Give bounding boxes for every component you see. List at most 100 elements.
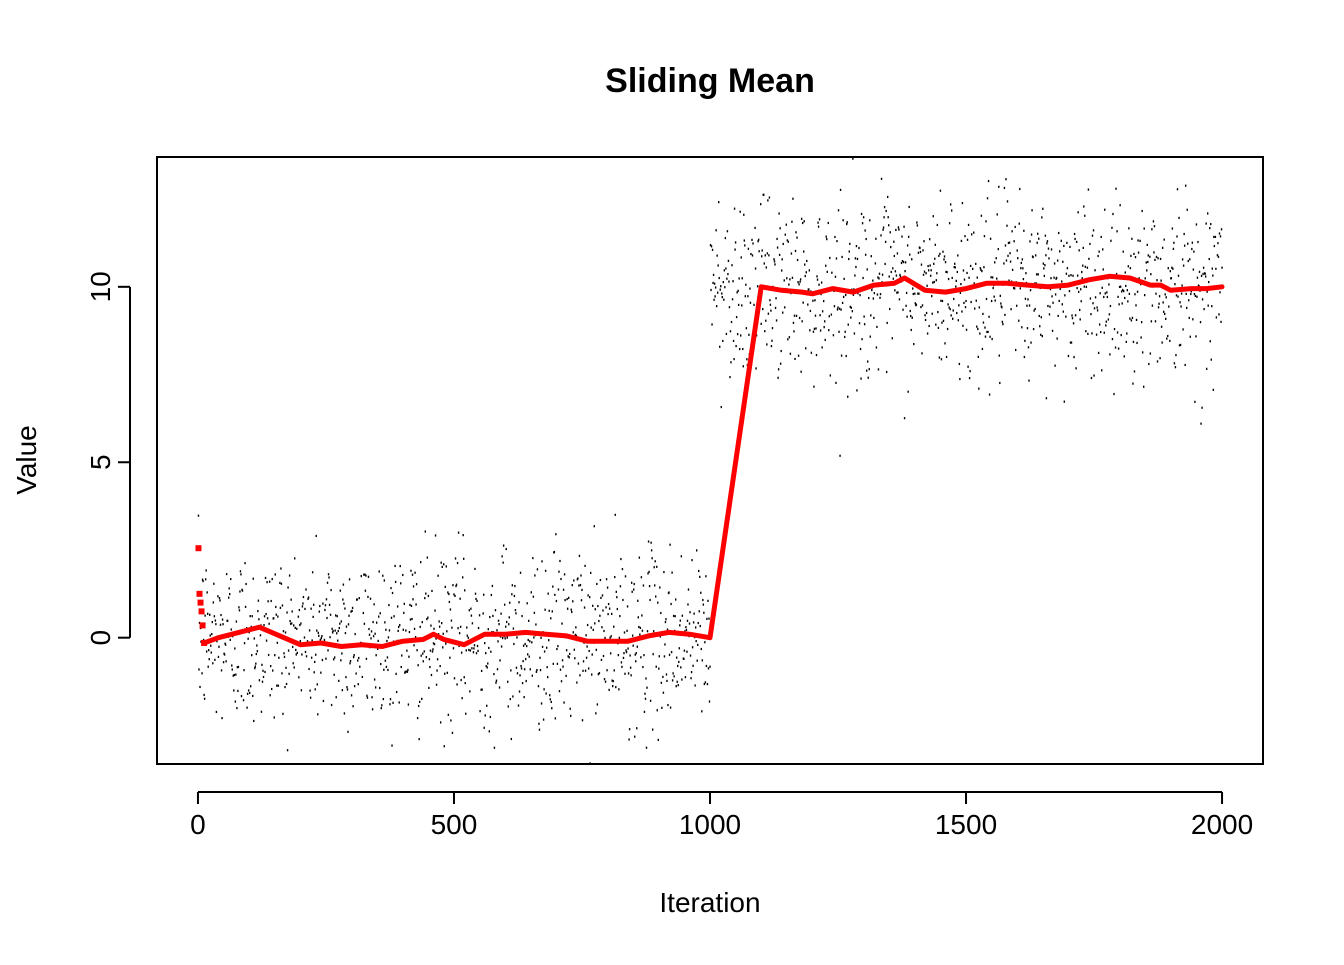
raw-data-point <box>623 652 625 655</box>
raw-data-point <box>296 627 298 630</box>
raw-data-point <box>1043 274 1046 277</box>
raw-data-point <box>236 707 238 710</box>
raw-data-point <box>1087 188 1090 191</box>
raw-data-point <box>1141 209 1143 213</box>
raw-data-point <box>757 238 760 241</box>
raw-data-point <box>979 267 982 270</box>
raw-data-point <box>326 616 328 620</box>
raw-data-point <box>559 559 561 563</box>
raw-data-point <box>625 651 628 654</box>
raw-data-point <box>249 615 251 618</box>
raw-data-point <box>907 235 910 238</box>
raw-data-point <box>305 655 308 658</box>
raw-data-point <box>492 614 494 618</box>
raw-data-point <box>960 283 962 286</box>
raw-data-point <box>1040 316 1042 319</box>
raw-data-point <box>311 639 313 642</box>
raw-data-point <box>1155 255 1158 259</box>
raw-data-point <box>1002 323 1004 326</box>
raw-data-point <box>733 357 735 361</box>
raw-data-point <box>336 632 338 635</box>
raw-data-point <box>582 660 585 663</box>
raw-data-point <box>1070 341 1073 344</box>
raw-data-point <box>789 278 791 281</box>
raw-data-point <box>230 628 232 631</box>
raw-data-point <box>437 574 439 577</box>
raw-data-point <box>245 582 247 586</box>
raw-data-point <box>1132 340 1135 343</box>
raw-data-point <box>819 314 821 317</box>
raw-data-point <box>868 296 870 300</box>
raw-data-point <box>507 680 509 683</box>
raw-data-point <box>865 237 867 241</box>
raw-data-point <box>698 569 700 573</box>
raw-data-point <box>1035 273 1038 276</box>
raw-data-point <box>1040 333 1042 336</box>
raw-data-point <box>809 309 812 313</box>
raw-data-point <box>444 672 446 675</box>
raw-data-point <box>1044 264 1046 267</box>
raw-data-point <box>328 576 330 579</box>
raw-data-point <box>968 276 970 279</box>
raw-data-point <box>569 652 571 655</box>
raw-data-point <box>1072 322 1075 325</box>
raw-data-point <box>198 668 200 671</box>
raw-data-point <box>1113 327 1116 331</box>
raw-data-point <box>1171 227 1174 230</box>
raw-data-point <box>852 293 855 296</box>
raw-data-point <box>1129 267 1132 270</box>
raw-data-point <box>1117 295 1119 298</box>
raw-data-point <box>357 683 359 686</box>
raw-data-point <box>571 584 573 587</box>
raw-data-point <box>1179 343 1182 347</box>
raw-data-point <box>1187 259 1189 263</box>
raw-data-point <box>233 689 235 692</box>
raw-data-point <box>406 649 408 652</box>
raw-data-point <box>934 257 936 260</box>
raw-data-point <box>1187 242 1189 245</box>
raw-data-point <box>474 567 476 571</box>
raw-data-point <box>717 264 719 267</box>
raw-data-point <box>1213 244 1216 248</box>
raw-data-point <box>1132 382 1134 385</box>
raw-data-point <box>523 696 525 699</box>
raw-data-point <box>212 601 215 604</box>
raw-data-point <box>231 664 233 667</box>
raw-data-point <box>853 332 856 335</box>
raw-data-point <box>593 525 595 528</box>
raw-data-point <box>667 703 669 707</box>
raw-data-point <box>1210 222 1212 226</box>
raw-data-point <box>342 583 345 586</box>
raw-data-point <box>706 617 708 620</box>
raw-data-point <box>1205 367 1208 370</box>
raw-data-point <box>314 660 316 664</box>
raw-data-point <box>920 263 923 266</box>
raw-data-point <box>993 295 995 298</box>
raw-data-point <box>962 324 964 327</box>
raw-data-point <box>612 680 614 683</box>
raw-data-point <box>714 286 717 289</box>
raw-data-point <box>1184 184 1187 187</box>
raw-data-point <box>273 716 275 719</box>
raw-data-point <box>1111 226 1113 229</box>
raw-data-point <box>323 638 326 642</box>
raw-data-point <box>380 707 382 710</box>
raw-data-point <box>661 706 663 709</box>
raw-data-point <box>1145 261 1147 264</box>
raw-data-point <box>1112 212 1114 216</box>
raw-data-point <box>456 561 459 565</box>
raw-data-point <box>203 693 205 697</box>
raw-data-point <box>418 738 420 741</box>
raw-data-point <box>1087 332 1089 336</box>
raw-data-point <box>1128 227 1130 230</box>
raw-data-point <box>512 695 514 698</box>
raw-data-point <box>946 271 948 274</box>
raw-data-point <box>961 202 964 205</box>
raw-data-point <box>431 589 433 593</box>
raw-data-point <box>387 668 389 672</box>
raw-data-point <box>992 286 994 290</box>
raw-data-point <box>274 573 276 576</box>
raw-data-point <box>828 329 830 332</box>
raw-data-point <box>883 206 886 209</box>
